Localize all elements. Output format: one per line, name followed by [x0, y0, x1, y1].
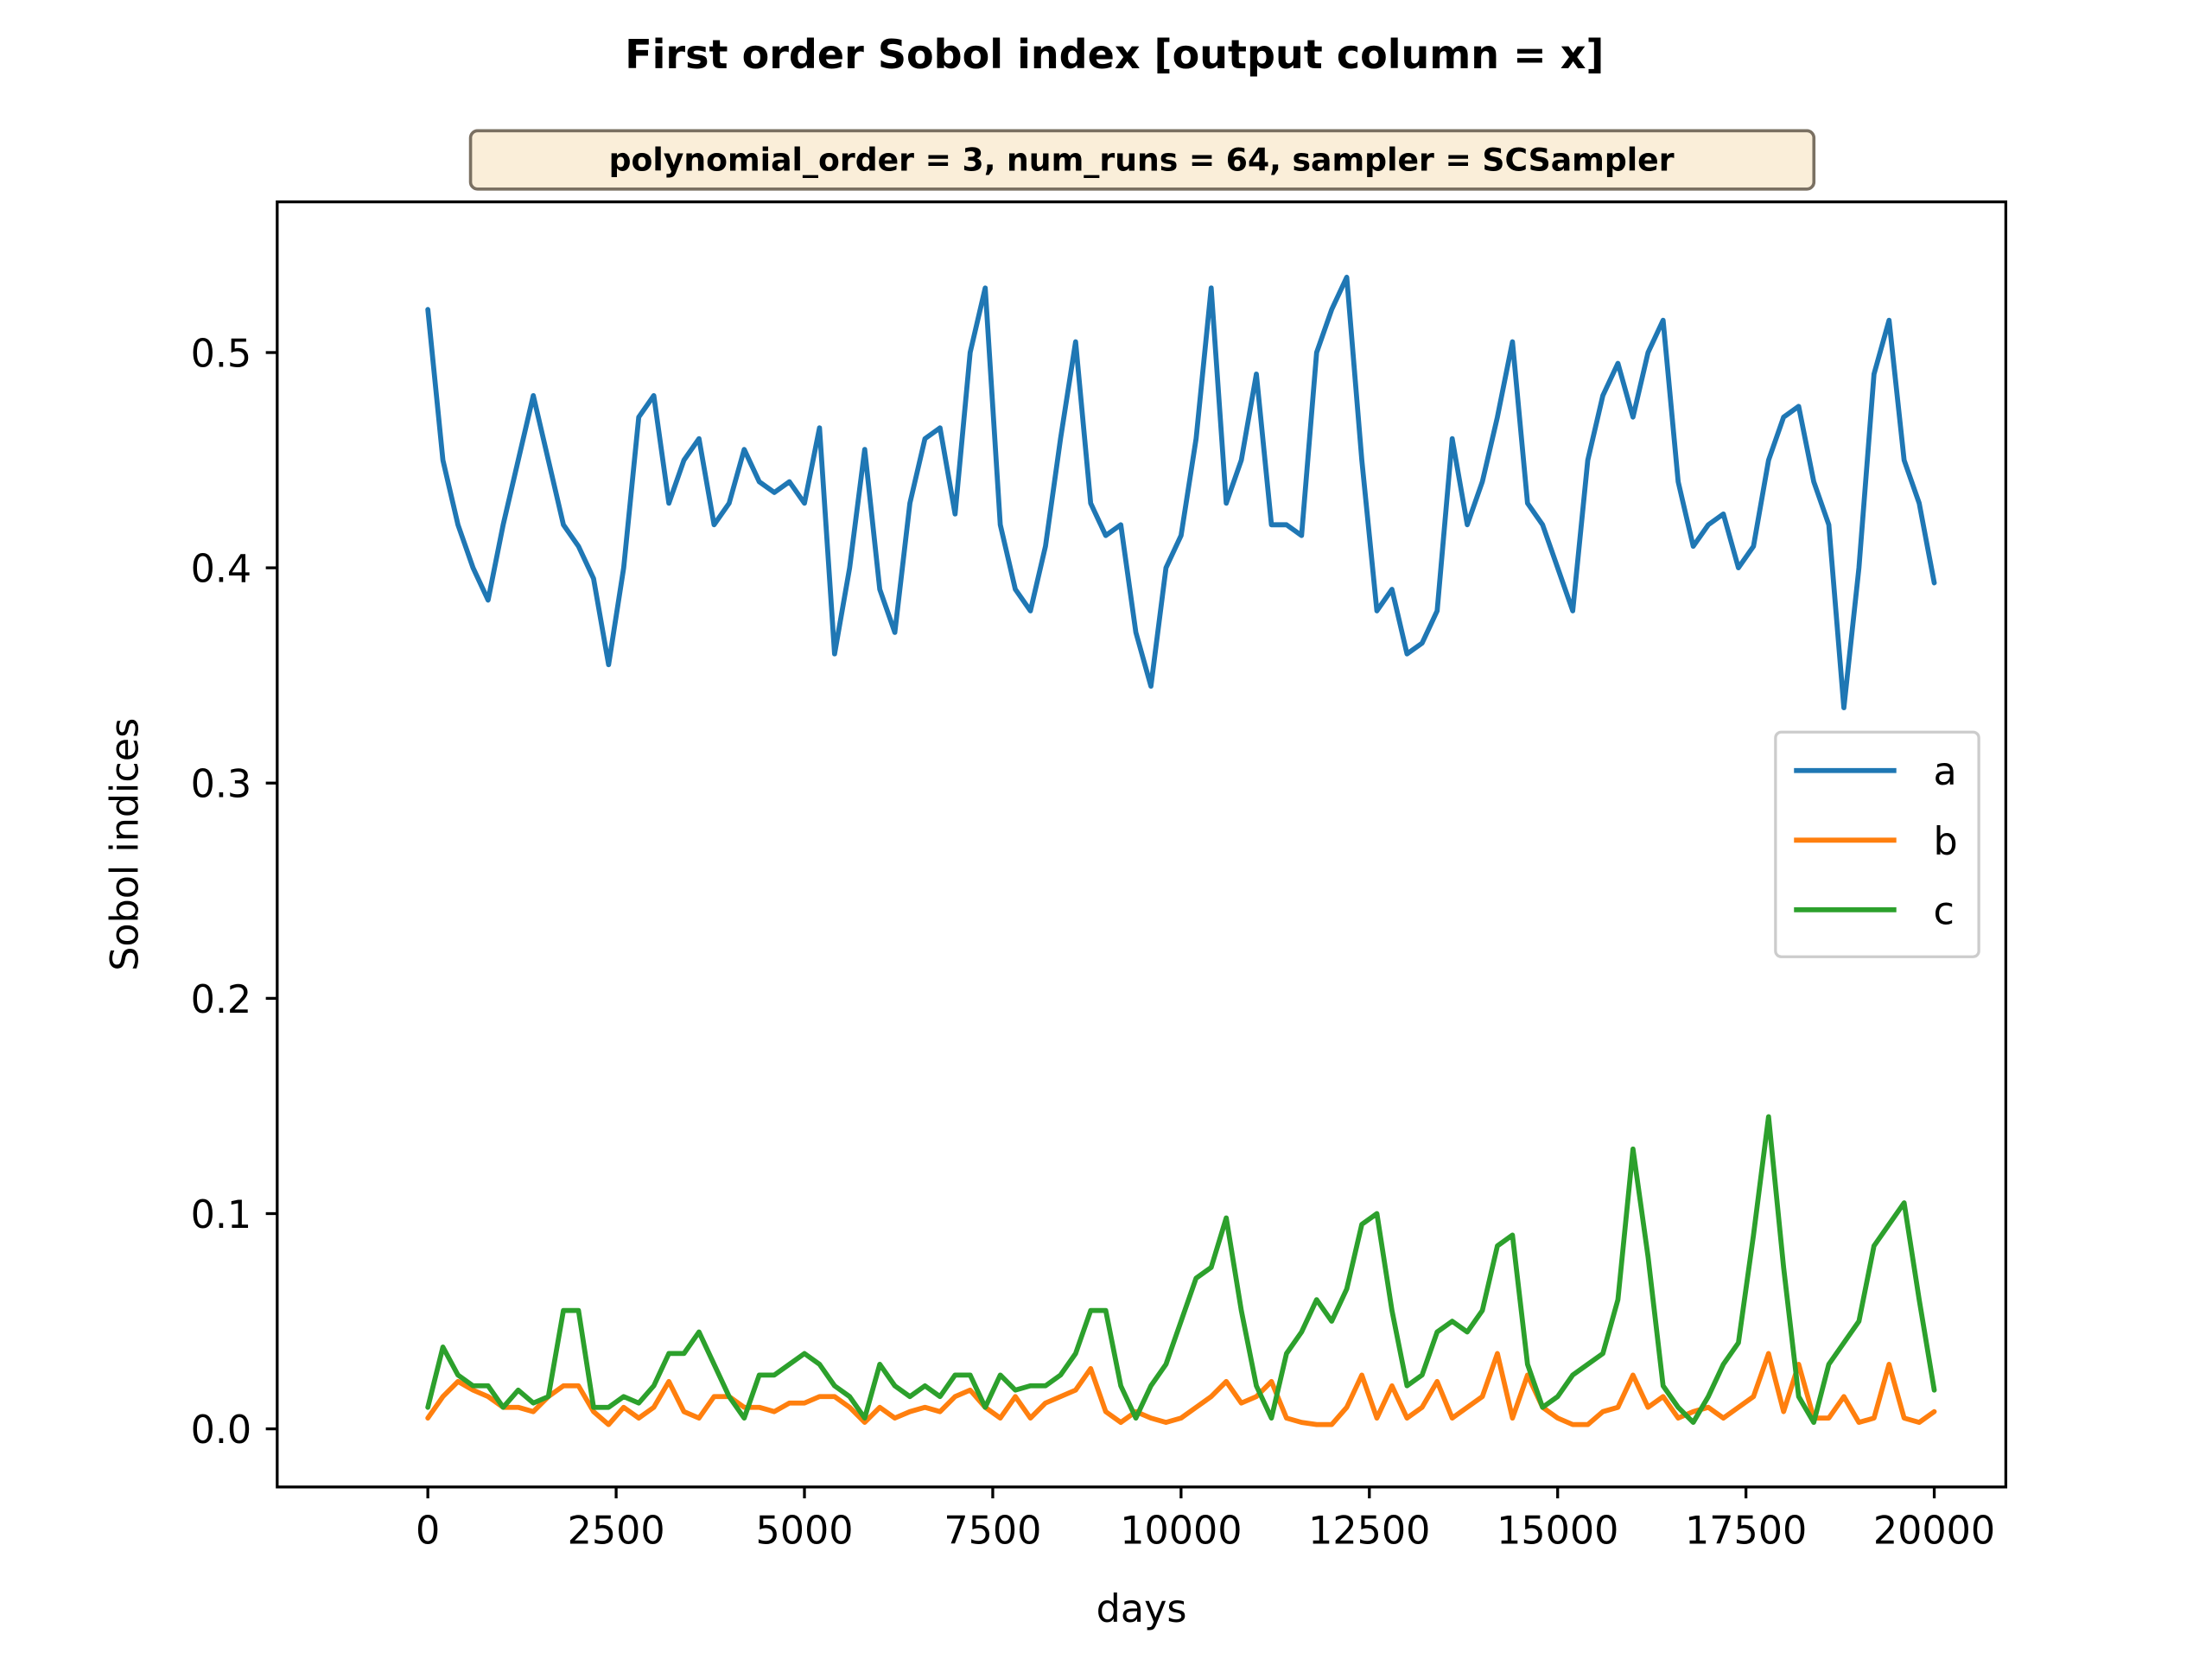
legend: a b c: [1774, 730, 1980, 958]
legend-frame: [1774, 730, 1980, 958]
subtitle-box-frame: [468, 129, 1816, 191]
x-tick-label: 0: [416, 1510, 440, 1554]
plot-area-frame: [276, 200, 2008, 1489]
legend-label-a: a: [1933, 750, 1956, 794]
legend-label-c: c: [1933, 889, 1954, 933]
x-tick-label: 2500: [568, 1510, 665, 1554]
y-tick-label: 0.5: [191, 332, 252, 376]
series-line-c: [425, 1114, 1937, 1426]
y-tick-label: 0.1: [191, 1193, 252, 1237]
x-tick-label: 20000: [1873, 1510, 1995, 1554]
series-line-b: [425, 1351, 1937, 1427]
y-tick-label: 0.4: [191, 548, 252, 592]
y-tick-label: 0.0: [191, 1408, 252, 1453]
series-line-a: [425, 274, 1937, 710]
x-axis-label: days: [1096, 1587, 1187, 1631]
x-axis-ticks: 0 2500 5000 7500 10000 12500 15000 17500 20000: [416, 1486, 1995, 1554]
series-group: [425, 274, 1937, 1427]
y-tick-label: 0.2: [191, 978, 252, 1022]
y-tick-label: 0.3: [191, 763, 252, 807]
y-axis-ticks: 0.0 0.1 0.2 0.3 0.4 0.5: [191, 332, 277, 1453]
x-tick-label: 12500: [1308, 1510, 1430, 1554]
chart-title: First order Sobol index [output column =…: [625, 31, 1604, 78]
legend-label-b: b: [1933, 820, 1957, 864]
x-tick-label: 15000: [1497, 1510, 1618, 1554]
chart-subtitle: polynomial_order = 3, num_runs = 64, sam…: [609, 141, 1675, 178]
x-tick-label: 7500: [944, 1510, 1041, 1554]
y-axis-label: Sobol indices: [104, 718, 148, 971]
subtitle-box: polynomial_order = 3, num_runs = 64, sam…: [468, 129, 1816, 191]
x-tick-label: 17500: [1685, 1510, 1807, 1554]
x-tick-label: 10000: [1120, 1510, 1242, 1554]
x-tick-label: 5000: [755, 1510, 853, 1554]
